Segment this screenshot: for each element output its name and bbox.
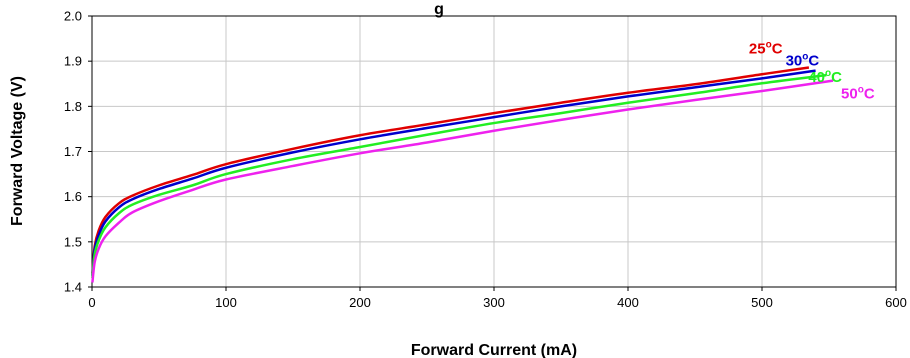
x-axis-title: Forward Current (mA) [411,342,577,358]
y-tick-label: 1.8 [64,99,82,114]
x-tick-label: 300 [483,295,505,310]
y-tick-label: 1.4 [64,280,82,295]
y-tick-label: 1.5 [64,234,82,249]
series-line-30c [91,69,816,276]
x-tick-label: 600 [885,295,907,310]
series-label-50c: 50oC [841,85,875,103]
y-tick-label: 1.9 [64,54,82,69]
y-tick-label: 2.0 [64,9,82,24]
series-line-50c [91,79,834,283]
grid [92,16,896,287]
series-line-25c [91,66,810,274]
x-tick-label: 100 [215,295,237,310]
series-lines [91,66,834,283]
x-axis: 0 100 200 300 400 500 600 [88,287,907,310]
x-tick-label: 400 [617,295,639,310]
x-tick-label: 500 [751,295,773,310]
chart-title: g [434,1,444,18]
y-axis-title: Forward Voltage (V) [9,76,26,226]
series-line-40c [91,73,827,279]
x-tick-label: 0 [88,295,95,310]
x-tick-label: 200 [349,295,371,310]
series-label-30c: 30oC [786,52,820,70]
y-tick-label: 1.7 [64,144,82,159]
series-label-40c: 40oC [808,68,842,86]
y-tick-label: 1.6 [64,189,82,204]
series-label-25c: 25oC [749,39,783,57]
y-axis: 1.4 1.5 1.6 1.7 1.8 1.9 2.0 [64,9,92,295]
